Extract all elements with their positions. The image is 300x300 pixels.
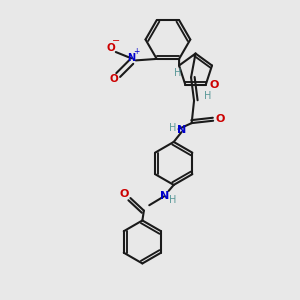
Text: H: H [174, 68, 181, 78]
Text: H: H [169, 124, 177, 134]
Text: H: H [169, 195, 176, 205]
Text: H: H [204, 91, 211, 101]
Text: O: O [107, 43, 116, 53]
Text: O: O [119, 190, 129, 200]
Text: O: O [209, 80, 219, 90]
Text: O: O [110, 74, 119, 84]
Text: N: N [160, 191, 169, 201]
Text: −: − [112, 36, 121, 46]
Text: N: N [127, 53, 135, 63]
Text: N: N [177, 125, 186, 135]
Text: +: + [134, 47, 140, 56]
Text: O: O [216, 114, 225, 124]
